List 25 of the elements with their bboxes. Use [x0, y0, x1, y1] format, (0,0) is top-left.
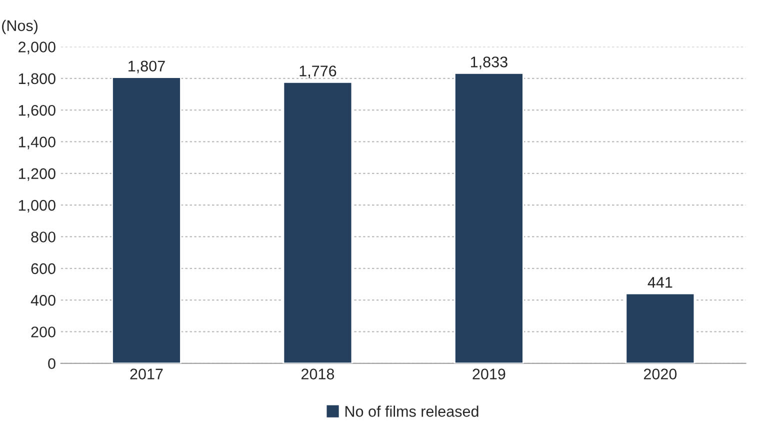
- data-label: 1,807: [128, 60, 165, 74]
- x-tick-label: 2018: [301, 368, 334, 380]
- bar: [282, 82, 353, 364]
- y-tick-label: 800: [31, 232, 56, 242]
- y-tick-label: 1,800: [18, 73, 56, 86]
- bar: [112, 76, 182, 364]
- x-tick-label: 2020: [644, 368, 677, 380]
- data-label: 1,776: [300, 66, 336, 78]
- y-tick-label: 400: [30, 294, 56, 306]
- y-tick-label: 1,600: [18, 104, 56, 118]
- y-tick-label: 2,000: [18, 42, 56, 54]
- y-tick-label: 1,400: [18, 136, 56, 150]
- x-tick-label: 2017: [130, 368, 163, 380]
- x-tick-label: 2019: [472, 368, 506, 380]
- bar: [625, 292, 696, 364]
- y-tick-label: 1,200: [18, 168, 56, 181]
- y-tick-label: 600: [31, 263, 56, 274]
- y-tick-label: 0: [48, 358, 56, 370]
- y-axis-title: (Nos): [2, 20, 38, 34]
- y-tick-label: 200: [31, 326, 56, 338]
- y-tick-label: 1,000: [18, 200, 56, 213]
- data-label: 441: [648, 277, 672, 288]
- bar: [454, 72, 524, 364]
- legend-label: No of films released: [345, 406, 478, 417]
- data-label: 1,833: [470, 56, 508, 70]
